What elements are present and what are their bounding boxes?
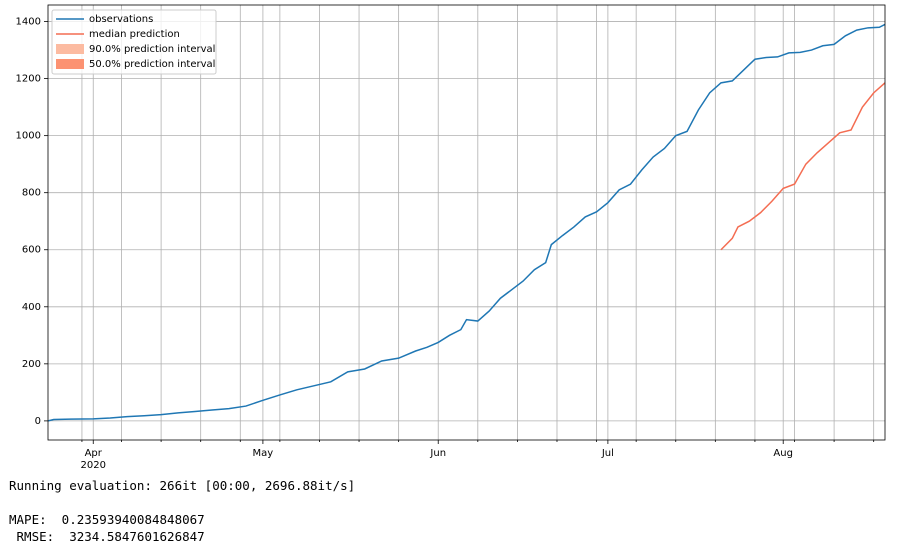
legend-label: median prediction — [89, 29, 180, 40]
legend-swatch — [56, 59, 84, 69]
y-tick-label: 1000 — [16, 131, 41, 142]
console-line: MAPE: 0.23593940084848067 — [9, 512, 205, 527]
y-tick-label: 600 — [22, 245, 41, 256]
legend-label: 50.0% prediction interval — [89, 59, 215, 70]
y-tick-label: 1200 — [16, 74, 41, 85]
chart: 0 200 400 600 800 1000 1200 1400 observations med… — [16, 4, 886, 444]
y-tick-label: 1400 — [16, 17, 41, 28]
legend-label: observations — [89, 14, 153, 25]
y-tick-label: 800 — [22, 188, 41, 199]
legend-label: 90.0% prediction interval — [89, 44, 215, 55]
legend-swatch — [56, 44, 84, 54]
x-tick-label: Aug — [773, 448, 793, 459]
console-line: Running evaluation: 266it [00:00, 2696.8… — [9, 478, 356, 493]
plot-frame — [47, 4, 886, 441]
y-tick-label: 0 — [35, 416, 41, 427]
x-tick-label: Jul — [601, 448, 614, 459]
series-line — [720, 82, 885, 251]
x-tick-label: Apr 2020 — [80, 448, 106, 471]
x-tick-label: May — [252, 448, 274, 459]
x-tick-label: Jun — [430, 448, 447, 459]
series-line — [48, 23, 885, 422]
y-tick-label: 200 — [22, 359, 41, 370]
y-tick-label: 400 — [22, 302, 41, 313]
console-line: RMSE: 3234.5847601626847 — [9, 529, 205, 544]
legend-box — [51, 9, 217, 75]
